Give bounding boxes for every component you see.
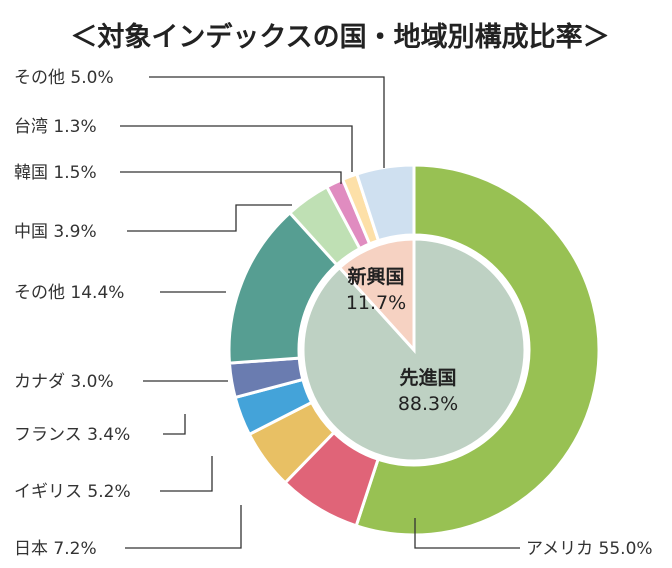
- slice-labels: アメリカ 55.0% 日本 7.2% イギリス 5.2% フランス 3.4% カナダ 3…: [14, 68, 653, 559]
- inner-pie: 先進国 88.3% 新興国 11.7%: [301, 237, 527, 463]
- slice-label-6: 中国 3.9%: [14, 222, 97, 242]
- inner-label-0: 先進国: [399, 366, 456, 389]
- leader-line-6: [127, 204, 292, 232]
- slice-label-1: 日本 7.2%: [14, 539, 97, 559]
- slice-label-3: フランス 3.4%: [14, 425, 130, 445]
- leader-line-2: [160, 456, 213, 492]
- leader-lines: [120, 76, 520, 549]
- leader-line-1: [125, 505, 242, 549]
- inner-label-1: 新興国: [347, 265, 404, 288]
- ring-slice-0: [354, 163, 601, 537]
- inner-value-1: 11.7%: [346, 292, 406, 314]
- inner-slice-1: [337, 237, 416, 354]
- slice-label-4: カナダ 3.0%: [14, 372, 114, 392]
- leader-line-9: [149, 76, 385, 168]
- chart-title: ＜対象インデックスの国・地域別構成比率＞: [70, 21, 609, 53]
- slice-label-0: アメリカ 55.0%: [526, 539, 653, 559]
- slice-label-2: イギリス 5.2%: [14, 482, 131, 502]
- slice-label-7: 韓国 1.5%: [14, 163, 97, 183]
- leader-line-0: [414, 518, 520, 549]
- leader-line-7: [120, 171, 342, 184]
- slice-label-9: その他 5.0%: [14, 68, 114, 88]
- inner-value-0: 88.3%: [398, 393, 458, 415]
- leader-line-8: [120, 125, 353, 172]
- slice-label-5: その他 14.4%: [14, 283, 124, 303]
- slice-label-8: 台湾 1.3%: [14, 117, 97, 137]
- leader-line-3: [163, 414, 186, 435]
- outer-ring: [227, 163, 601, 537]
- ring-slice-9: [354, 163, 416, 243]
